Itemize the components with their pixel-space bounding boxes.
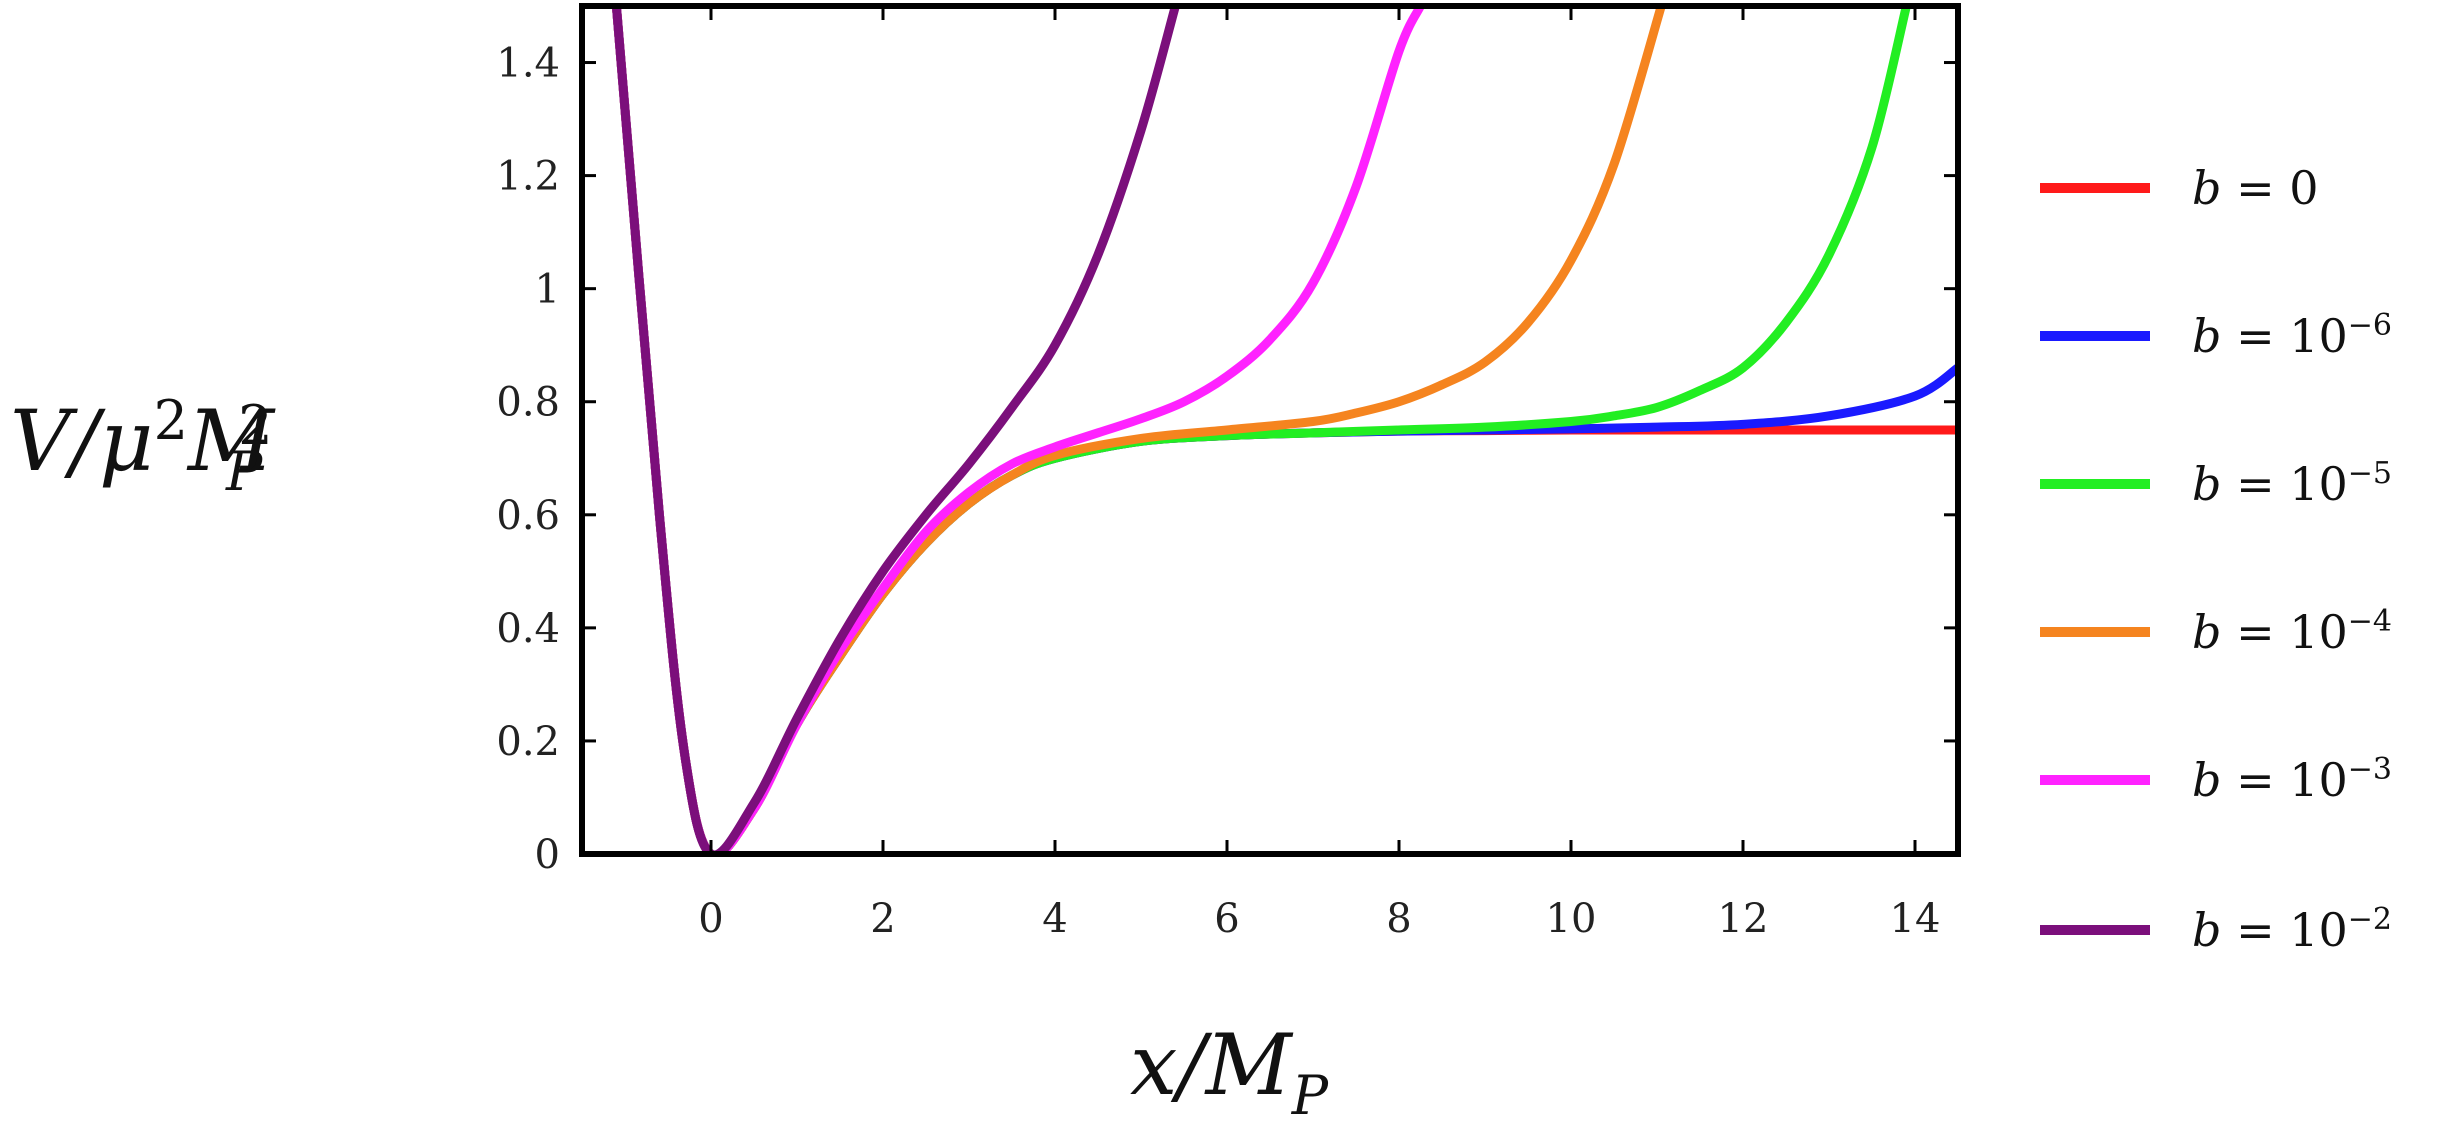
legend-item-2: b = 10−5 [2040, 456, 2392, 512]
x-tick-label: 0 [698, 896, 723, 942]
y-tick-label: 1.2 [496, 154, 560, 200]
y-tick-label: 0.6 [496, 493, 560, 539]
x-tick-label: 4 [1042, 896, 1067, 942]
legend-item-4: b = 10−3 [2040, 752, 2392, 808]
x-tick-label: 8 [1386, 896, 1411, 942]
x-tick-label: 6 [1214, 896, 1239, 942]
x-tick-label: 14 [1890, 896, 1941, 942]
legend-item-1: b = 10−6 [2040, 308, 2392, 364]
y-tick-label: 0 [535, 832, 560, 878]
y-tick-label: 1.4 [496, 41, 560, 87]
y-axis-label: V/μ2MP2 [10, 389, 276, 504]
legend: b = 0 b = 10−6 b = 10−5 b = 10−4 b = 10−3 b =… [2040, 161, 2392, 957]
legend-label: b = 10−4 [2192, 604, 2392, 660]
legend-label: b = 10−6 [2192, 308, 2392, 364]
x-tick-label: 12 [1718, 896, 1769, 942]
x-tick-label: 2 [870, 896, 895, 942]
y-tick-label: 1 [535, 267, 560, 313]
y-tick-label: 0.4 [496, 606, 560, 652]
y-tick-label: 0.2 [496, 719, 560, 765]
legend-item-0: b = 0 [2040, 161, 2319, 215]
legend-item-3: b = 10−4 [2040, 604, 2392, 660]
series-layer [611, 6, 1958, 854]
x-axis-label: x/MP [1130, 1016, 1330, 1122]
x-tick-label: 10 [1546, 896, 1597, 942]
axis-labels: V/μ2MP2 x/MP [10, 389, 1330, 1122]
plot-frame [579, 3, 1961, 857]
y-tick-label: 0.8 [496, 380, 560, 426]
legend-label: b = 10−3 [2192, 752, 2392, 808]
legend-label: b = 0 [2192, 161, 2319, 215]
legend-item-5: b = 10−2 [2040, 902, 2392, 958]
legend-label: b = 10−5 [2192, 456, 2392, 512]
legend-label: b = 10−2 [2192, 902, 2392, 958]
series-line-5 [611, 6, 1180, 854]
ticks-layer: 0 2 4 6 8 10 12 14 0 0.2 0.4 0.6 0.8 1 1.2 1.4 [496, 6, 1958, 942]
